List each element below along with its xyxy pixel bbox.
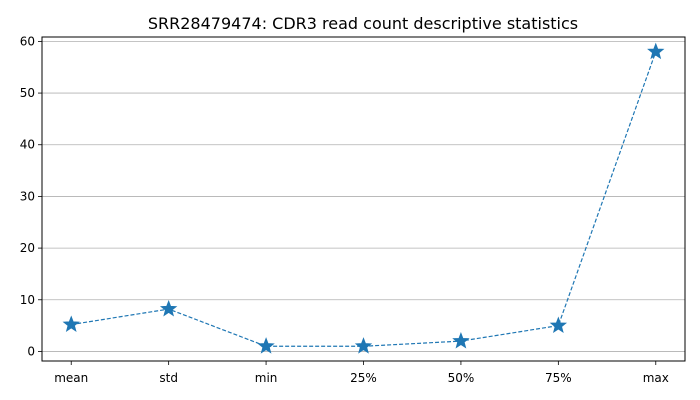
x-tick-label: 75% — [545, 371, 572, 385]
y-tick-label: 10 — [20, 293, 35, 307]
data-point-star — [62, 315, 80, 332]
x-tick-label: 50% — [448, 371, 475, 385]
x-tick-label: std — [159, 371, 178, 385]
data-point-star — [159, 299, 178, 317]
plot-frame — [41, 36, 686, 362]
data-point-star — [549, 316, 568, 333]
data-point-star — [354, 337, 373, 354]
series-layer — [62, 42, 665, 354]
x-tick-label: mean — [54, 371, 88, 385]
y-tick-label: 60 — [20, 34, 35, 48]
y-tick-label: 50 — [20, 86, 35, 100]
y-tick-label: 0 — [27, 344, 35, 358]
x-tick-label: 25% — [350, 371, 377, 385]
y-tick-label: 30 — [20, 189, 35, 203]
data-point-star — [257, 337, 275, 354]
data-point-star — [647, 42, 665, 60]
y-axis-ticks: 0 10 20 30 40 50 60 — [20, 34, 42, 358]
x-axis-ticks: mean std min 25% 50% 75% max — [54, 361, 669, 385]
x-tick-label: min — [255, 371, 278, 385]
series-line — [71, 51, 657, 347]
y-gridlines — [42, 40, 685, 352]
chart-title: SRR28479474: CDR3 read count descriptive… — [148, 14, 578, 33]
y-tick-label: 40 — [20, 138, 35, 152]
y-tick-label: 20 — [20, 241, 35, 255]
data-point-star — [452, 331, 470, 349]
x-tick-label: max — [643, 371, 669, 385]
